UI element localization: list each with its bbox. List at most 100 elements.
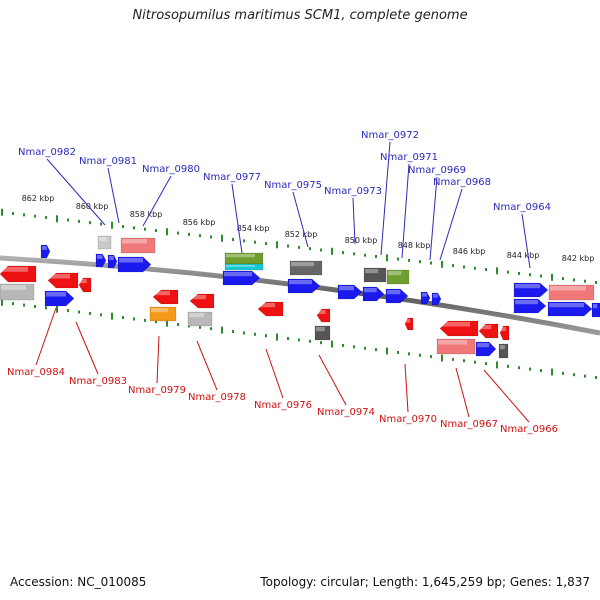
top-locus-label[interactable]: Nmar_0964 — [493, 202, 551, 213]
bottom-locus-label[interactable]: Nmar_0978 — [188, 392, 246, 403]
bottom-leader-line — [318, 354, 347, 406]
kbp-scale-label: 844 kbp — [507, 251, 540, 260]
gene-body — [0, 283, 35, 301]
gene-feature[interactable] — [513, 282, 549, 298]
gene-feature[interactable] — [0, 265, 37, 283]
kbp-scale-label: 854 kbp — [237, 224, 270, 233]
gene-feature[interactable] — [439, 320, 479, 337]
gene-feature[interactable] — [257, 301, 284, 317]
gene-body — [420, 291, 431, 305]
top-locus-label[interactable]: Nmar_0969 — [408, 165, 466, 176]
kbp-label-group: 862 kbp 860 kbp 858 kbp 856 kbp 854 kbp 852 k… — [22, 194, 595, 263]
top-locus-label[interactable]: Nmar_0977 — [203, 172, 261, 183]
gene-feature[interactable] — [404, 317, 414, 331]
gene-body — [47, 272, 79, 289]
gene-feature[interactable] — [499, 325, 510, 341]
bottom-leader-line — [156, 335, 160, 384]
gene-feature[interactable] — [149, 306, 177, 322]
gene-body — [287, 278, 321, 294]
gene-feature[interactable] — [44, 290, 75, 307]
gene-highlight — [422, 293, 427, 297]
bottom-locus-label[interactable]: Nmar_0966 — [500, 424, 558, 435]
top-locus-label[interactable]: Nmar_0975 — [264, 180, 322, 191]
gene-body — [475, 341, 497, 357]
bottom-locus-label[interactable]: Nmar_0984 — [7, 367, 65, 378]
gene-feature[interactable] — [0, 283, 35, 301]
gene-highlight — [593, 304, 598, 309]
bottom-locus-label[interactable]: Nmar_0983 — [69, 376, 127, 387]
gene-body — [257, 301, 284, 317]
gene-body — [547, 301, 593, 317]
gene-feature[interactable] — [47, 272, 79, 289]
gene-highlight — [550, 286, 586, 291]
gene-highlight — [339, 286, 354, 291]
gene-feature[interactable] — [513, 298, 547, 314]
gene-feature[interactable] — [287, 278, 321, 294]
kbp-scale-label: 842 kbp — [562, 254, 595, 263]
kbp-scale-label: 856 kbp — [183, 218, 216, 227]
top-locus-label[interactable]: Nmar_0982 — [18, 147, 76, 158]
gene-highlight — [441, 322, 470, 327]
gene-highlight — [365, 269, 379, 274]
gene-highlight — [438, 340, 467, 345]
gene-highlight — [406, 319, 411, 323]
top-locus-label[interactable]: Nmar_0980 — [142, 164, 200, 175]
gene-feature[interactable] — [224, 263, 264, 271]
gene-highlight — [515, 300, 538, 305]
gene-feature[interactable] — [478, 323, 499, 339]
gene-body — [337, 284, 363, 300]
bottom-locus-label[interactable]: Nmar_0967 — [440, 419, 498, 430]
top-locus-label[interactable]: Nmar_0971 — [380, 152, 438, 163]
gene-feature[interactable] — [475, 341, 497, 357]
kbp-scale-label: 852 kbp — [285, 230, 318, 239]
bottom-locus-label[interactable]: Nmar_0976 — [254, 400, 312, 411]
gene-feature[interactable] — [189, 293, 215, 309]
top-locus-label[interactable]: Nmar_0973 — [324, 186, 382, 197]
gene-feature[interactable] — [117, 256, 152, 273]
gene-feature[interactable] — [498, 343, 509, 359]
gene-feature[interactable] — [436, 338, 476, 355]
gene-feature[interactable] — [420, 291, 431, 305]
gene-feature[interactable] — [337, 284, 363, 300]
gene-feature[interactable] — [120, 237, 156, 254]
top-locus-label[interactable]: Nmar_0968 — [433, 177, 491, 188]
bottom-leader-line — [35, 307, 57, 366]
gene-feature[interactable] — [386, 269, 410, 285]
gene-body — [513, 298, 547, 314]
gene-feature[interactable] — [548, 284, 595, 301]
gene-group — [0, 235, 600, 359]
gene-feature[interactable] — [362, 286, 385, 302]
gene-highlight — [1, 285, 26, 290]
gene-feature[interactable] — [385, 288, 409, 304]
gene-feature[interactable] — [289, 260, 323, 276]
bottom-locus-label[interactable]: Nmar_0974 — [317, 407, 375, 418]
gene-feature[interactable] — [40, 244, 51, 259]
gene-feature[interactable] — [363, 267, 387, 283]
gene-feature[interactable] — [187, 311, 213, 327]
gene-feature[interactable] — [152, 289, 179, 305]
gene-feature[interactable] — [547, 301, 593, 317]
map-title: Nitrosopumilus maritimus SCM1, complete … — [132, 8, 468, 23]
gene-body — [499, 325, 510, 341]
gene-feature[interactable] — [224, 252, 264, 265]
gene-body — [314, 325, 331, 341]
bottom-locus-label[interactable]: Nmar_0970 — [379, 414, 437, 425]
gene-feature[interactable] — [316, 308, 331, 323]
gene-highlight — [318, 310, 326, 314]
gene-highlight — [97, 255, 103, 259]
gene-feature[interactable] — [431, 292, 442, 306]
gene-feature[interactable] — [95, 253, 107, 268]
gene-feature[interactable] — [78, 277, 92, 293]
gene-feature[interactable] — [97, 235, 112, 250]
gene-feature[interactable] — [591, 302, 600, 318]
gene-body — [222, 270, 261, 286]
top-locus-label[interactable]: Nmar_0981 — [79, 156, 137, 167]
top-locus-label[interactable]: Nmar_0972 — [361, 130, 419, 141]
gene-feature[interactable] — [107, 254, 118, 269]
gene-body — [149, 306, 177, 322]
gene-feature[interactable] — [222, 270, 261, 286]
gene-feature[interactable] — [314, 325, 331, 341]
bottom-locus-label[interactable]: Nmar_0979 — [128, 385, 186, 396]
